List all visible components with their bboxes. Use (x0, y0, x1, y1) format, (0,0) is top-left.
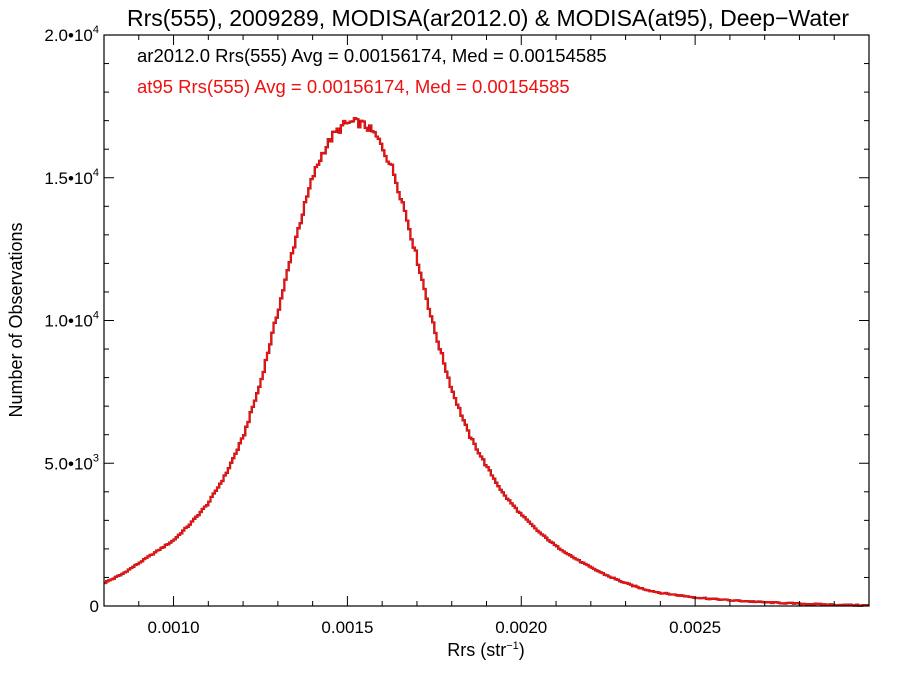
x-axis-label-main: Rrs (str (447, 640, 506, 660)
x-tick-label: 0.0015 (321, 618, 373, 637)
y-tick-label: 1.0•104 (44, 310, 99, 331)
x-axis: 0.0010 0.0015 0.0020 0.0025 (138, 35, 835, 637)
y-axis-label: Number of Observations (6, 222, 26, 417)
series-ar2012.0 (104, 117, 869, 607)
y-tick-label: 2.0•104 (44, 24, 99, 45)
x-axis-label: Rrs (str−1) (447, 640, 525, 660)
y-tick-label: 1.5•104 (44, 167, 99, 188)
x-tick-label: 0.0010 (148, 618, 200, 637)
x-axis-label-end: ) (519, 640, 525, 660)
x-tick-label: 0.0025 (669, 618, 721, 637)
y-tick-label: 0 (90, 597, 99, 616)
series-layer (104, 117, 869, 607)
y-tick-label: 5.0•103 (44, 452, 99, 473)
chart-title: Rrs(555), 2009289, MODISA(ar2012.0) & MO… (127, 5, 849, 31)
y-axis: 0 5.0•103 1.0•104 1.5•104 2.0•104 (44, 24, 869, 616)
x-tick-label: 0.0020 (495, 618, 547, 637)
annotation-ar2012: ar2012.0 Rrs(555) Avg = 0.00156174, Med … (137, 45, 607, 66)
plot-frame (103, 34, 870, 607)
series-at95 (104, 117, 869, 607)
x-axis-label-sup: −1 (506, 640, 519, 652)
annotation-at95: at95 Rrs(555) Avg = 0.00156174, Med = 0.… (137, 76, 570, 97)
